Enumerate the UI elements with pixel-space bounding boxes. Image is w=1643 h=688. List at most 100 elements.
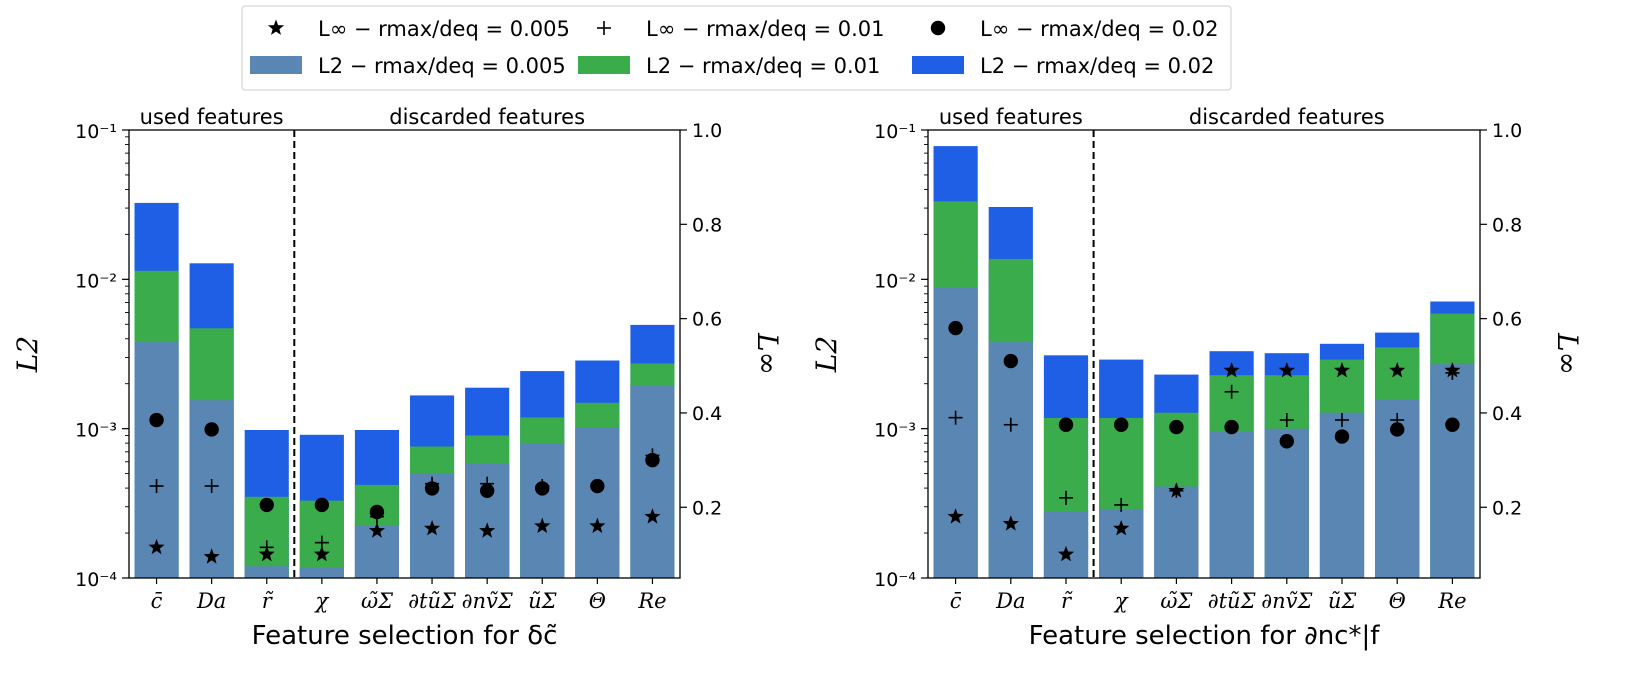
marker-0.02-0 (149, 412, 164, 428)
marker-0.02-3 (314, 497, 330, 513)
marker-0.005-7 (1333, 362, 1351, 378)
marker-0.02-1 (1003, 353, 1018, 369)
xtick-label: r̃ (1061, 589, 1073, 613)
legend-label-5: L2 − rmax/deq = 0.02 (980, 54, 1214, 78)
marker-0.02-9 (645, 452, 660, 468)
marker-0.005-6 (479, 522, 496, 538)
legend-frame (241, 5, 1232, 91)
xtick-label: Θ (1389, 589, 1406, 613)
marker-0.01-4 (1169, 483, 1184, 498)
xtick-label: ∂tũΣ (408, 589, 456, 613)
marker-0.005-2 (1057, 545, 1075, 562)
legend: L∞ − rmax/deq = 0.005 L∞ − rmax/deq = 0.0… (241, 5, 1232, 91)
bar-0.005-9 (1430, 364, 1475, 578)
ytick-label: 10⁻³ (75, 420, 117, 442)
legend-label-0: L∞ − rmax/deq = 0.005 (318, 17, 570, 41)
ytick-label: 10⁻⁴ (874, 569, 916, 591)
marker-0.005-3 (1113, 520, 1130, 536)
xtick-label: c̄ (151, 589, 163, 613)
marker-0.005-6 (1278, 362, 1295, 378)
marker-0.01-9 (1445, 365, 1460, 380)
marker-0.02-0 (948, 320, 963, 336)
bar-0.005-0 (134, 342, 179, 578)
y2-axis-label: L∞ (1551, 332, 1584, 375)
bar-0.005-0 (933, 287, 978, 578)
marker-0.02-7 (535, 481, 550, 496)
marker-0.02-9 (1445, 417, 1460, 432)
bar-0.005-9 (630, 385, 675, 578)
x-axis-label: Feature selection for ∂nc*|f (1029, 621, 1381, 651)
region-label-discarded: discarded features (389, 105, 585, 129)
marker-0.005-3 (313, 545, 330, 562)
marker-0.005-0 (148, 538, 165, 555)
marker-0.01-5 (1224, 384, 1239, 399)
marker-0.01-2 (259, 540, 274, 555)
marker-0.01-0 (149, 479, 164, 494)
marker-0.02-7 (1334, 429, 1350, 444)
y2tick-label: 0.6 (1492, 309, 1522, 331)
xtick-label: ∂nṽΣ (462, 589, 513, 613)
marker-0.005-1 (1002, 515, 1019, 531)
marker-0.01-3 (1114, 497, 1129, 512)
marker-0.01-1 (204, 479, 219, 494)
bar-0.005-6 (1264, 428, 1309, 578)
legend-marker-2 (930, 20, 946, 36)
xtick-label: c̄ (950, 589, 962, 613)
marker-0.005-7 (534, 517, 551, 533)
marker-0.005-1 (203, 548, 220, 564)
xtick-label: Da (995, 589, 1025, 613)
y2tick-label: 1.0 (1492, 120, 1522, 142)
y2tick-label: 0.2 (1492, 497, 1522, 519)
bar-0.005-1 (988, 342, 1033, 578)
marker-0.02-6 (479, 483, 495, 498)
marker-0.01-2 (1059, 490, 1073, 505)
legend-swatch-5 (912, 56, 964, 74)
region-label-used: used features (939, 105, 1083, 129)
marker-0.01-0 (948, 410, 963, 425)
marker-0.02-6 (1279, 434, 1295, 449)
xtick-label: Da (196, 589, 226, 613)
marker-0.005-5 (424, 520, 441, 536)
ytick-label: 10⁻³ (874, 420, 916, 442)
marker-0.02-8 (590, 478, 605, 494)
axes-frame (927, 129, 1481, 579)
y2tick-label: 0.6 (692, 309, 722, 331)
ytick-label: 10⁻² (874, 270, 916, 292)
region-label-used: used features (140, 105, 284, 129)
legend-marker-1 (597, 21, 611, 35)
marker-0.02-2 (259, 497, 274, 513)
y2tick-label: 0.8 (1492, 214, 1522, 236)
xtick-label: Re (1437, 589, 1466, 613)
y2tick-label: 1.0 (692, 120, 722, 142)
bar-0.005-3 (1099, 508, 1144, 578)
xtick-label: Re (637, 589, 666, 613)
y-axis-label: L2 (11, 336, 44, 373)
marker-0.02-2 (1058, 417, 1074, 432)
x-axis-label: Feature selection for δc̃ (252, 621, 558, 651)
bar-0.005-3 (299, 567, 344, 578)
xtick-label: r̃ (262, 589, 274, 613)
marker-0.02-1 (204, 422, 219, 437)
marker-0.005-0 (947, 508, 964, 524)
legend-swatch-4 (578, 56, 630, 74)
bar-0.005-4 (1154, 486, 1199, 578)
marker-0.02-8 (1390, 422, 1405, 437)
marker-0.005-5 (1223, 362, 1240, 378)
marker-0.02-3 (1114, 417, 1129, 432)
xtick-label: χ (313, 589, 329, 613)
xtick-label: ω̃Σ (1160, 589, 1192, 613)
marker-0.005-9 (644, 508, 661, 524)
marker-0.005-8 (589, 517, 606, 533)
chart-right: 10⁻⁴ 10⁻³ 10⁻² 10⁻¹ 0.2 0.4 0.6 0.8 1.0 c̄ Da r̃ χ ω̃… (810, 105, 1584, 651)
y2tick-label: 0.4 (1492, 403, 1522, 425)
ytick-label: 10⁻¹ (75, 121, 117, 143)
axes-frame (128, 129, 681, 579)
bar-0.005-5 (1209, 431, 1254, 578)
ytick-label: 10⁻² (75, 270, 117, 292)
xtick-label: ũΣ (528, 589, 557, 613)
marker-0.01-1 (1003, 417, 1018, 432)
marker-0.01-7 (1335, 413, 1349, 428)
xtick-label: ω̃Σ (361, 589, 393, 613)
y2tick-label: 0.4 (692, 403, 722, 425)
